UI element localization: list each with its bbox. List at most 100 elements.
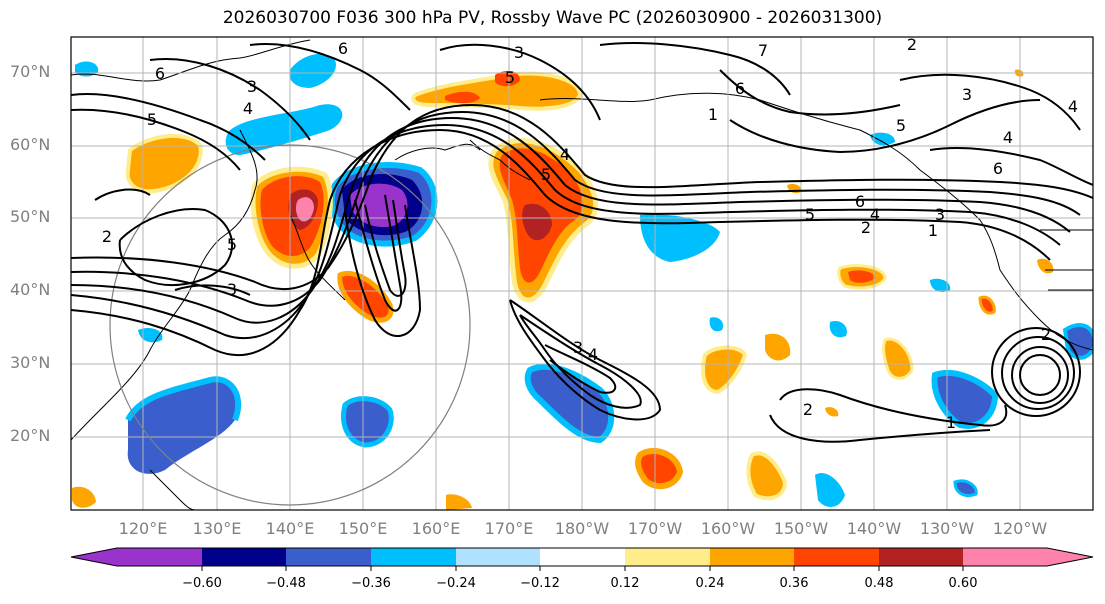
pv-contour-label: 3 <box>227 280 237 299</box>
anomaly-positive-sw-corner <box>72 486 96 508</box>
pv-contour-north-2 <box>71 108 241 171</box>
anomaly-positive-bering-north-core <box>445 91 480 104</box>
pv-contour-south-2 <box>769 414 991 443</box>
coast-kamchatka <box>394 143 481 161</box>
longitude-label: 150°E <box>338 519 388 538</box>
longitude-label: 130°E <box>192 519 242 538</box>
colorbar-segment <box>540 548 625 566</box>
pv-contour-cutoff-1 <box>509 299 662 421</box>
pv-contour-west <box>94 188 151 201</box>
colorbar-segment <box>794 548 879 566</box>
anomaly-negative-east-pacific <box>931 369 999 429</box>
colorbar-extend-low <box>71 548 117 566</box>
coast-north-america <box>539 92 1093 351</box>
colorbar-tick-label: −0.12 <box>520 576 560 591</box>
colorbar-tick-label: 0.36 <box>779 576 809 591</box>
pv-contour-label: 6 <box>855 192 865 211</box>
pv-contour-label: 5 <box>147 110 157 129</box>
anomaly-positive-central <box>701 345 748 395</box>
colorbar-tick-label: −0.24 <box>436 576 476 591</box>
pv-contour-trough-2 <box>364 199 407 297</box>
pv-contour-north-7 <box>719 69 901 116</box>
anomaly-negative-alaska <box>870 132 895 146</box>
anomaly-positive-south-edge <box>446 494 472 510</box>
longitude-label: 170°E <box>484 519 534 538</box>
anomaly-positive-california <box>978 295 996 315</box>
coast-korea-japan <box>289 214 346 301</box>
pv-contour-low-3 <box>1001 336 1075 410</box>
pv-contour-label: 2 <box>907 35 917 54</box>
pv-contour-label: 1 <box>946 413 956 432</box>
pv-contour-north-9 <box>899 73 1081 131</box>
pv-contour-label: 3 <box>573 338 583 357</box>
pv-contour-label-group: 6 6 3 7 2 6 3 5 4 3 5 4 5 5 2 3 1 6 5 4 … <box>102 35 1078 432</box>
pv-contour-label: 2 <box>861 218 871 237</box>
colorbar-segment <box>879 548 963 566</box>
anomaly-negative-okhotsk <box>225 104 343 155</box>
latitude-label: 30°N <box>10 353 51 372</box>
colorbar-ticks <box>201 566 964 571</box>
coastlines <box>71 39 1093 510</box>
colorbar-tick-label: 0.48 <box>864 576 894 591</box>
anomaly-positive-hawaii-south <box>634 448 684 490</box>
coast-asia-east <box>71 129 258 441</box>
pv-contour-band-3 <box>71 116 1071 324</box>
anomaly-positive-central-2 <box>765 333 791 361</box>
longitude-label: 140°E <box>265 519 315 538</box>
pv-contour-label: 6 <box>735 79 745 98</box>
anomaly-negative-tiny-2 <box>829 320 847 338</box>
map-title: 2026030700 F036 300 hPa PV, Rossby Wave … <box>222 8 883 28</box>
pv-contour-label: 6 <box>155 64 165 83</box>
pv-contour-label: 3 <box>935 205 945 224</box>
pv-contour-north-1 <box>71 93 266 161</box>
pv-contour-label: 1 <box>928 221 938 240</box>
latitude-label: 70°N <box>10 62 51 81</box>
pv-contour-label: 4 <box>870 205 880 224</box>
longitude-label: 140°W <box>846 519 902 538</box>
colorbar-segment <box>117 548 202 566</box>
pv-contour-label: 6 <box>993 159 1003 178</box>
pv-contour-north-6 <box>599 42 791 96</box>
pv-contour-north-4 <box>249 43 411 111</box>
pv-contour-label: 3 <box>247 77 257 96</box>
anomaly-positive-south <box>746 451 788 501</box>
pv-contour-band-2 <box>71 123 1061 340</box>
anomaly-negative-south <box>815 472 845 507</box>
colorbar-outline <box>70 547 1094 567</box>
pv-contour-label: 2 <box>803 400 813 419</box>
colorbar-extend-high <box>1047 548 1093 566</box>
coast-aleutians <box>469 139 531 181</box>
pv-contour-label: 3 <box>962 85 972 104</box>
anomaly-positive-mongolia <box>125 133 203 194</box>
longitude-label: 120°E <box>118 519 168 538</box>
pv-contour-label: 4 <box>243 99 253 118</box>
colorbar-tick-label: 0.24 <box>695 576 725 591</box>
anomaly-positive-tiny-2 <box>825 407 839 417</box>
pv-contour-low-1 <box>1019 354 1061 396</box>
anomaly-negative-tiny-1 <box>709 317 724 332</box>
pv-contour-label: 5 <box>541 165 551 184</box>
colorbar-tick-label: −0.36 <box>351 576 391 591</box>
anomaly-negative-arctic <box>289 53 336 88</box>
anomaly-negative-coast <box>1062 323 1093 360</box>
anomaly-negative-gulf-alaska-s <box>640 214 720 262</box>
pv-contour-north-5 <box>439 43 601 121</box>
anomaly-positive-manchuria-peak <box>295 197 314 222</box>
anomaly-negative-small <box>953 479 978 497</box>
latitude-label: 40°N <box>10 280 51 299</box>
colorbar <box>70 547 1094 571</box>
pv-contour-trough-1 <box>354 194 403 312</box>
pv-contour-label: 5 <box>505 68 515 87</box>
longitude-label: 130°W <box>919 519 975 538</box>
pv-contour-north-8 <box>729 99 1041 154</box>
pv-contour-label: 2 <box>102 227 112 246</box>
pv-contour-band-1 <box>71 128 1051 356</box>
pv-contour-cutoff-3 <box>544 344 617 394</box>
longitude-label: 160°W <box>700 519 756 538</box>
colorbar-segment <box>202 548 286 566</box>
reference-circle <box>109 144 471 506</box>
latitude-label: 50°N <box>10 207 51 226</box>
pv-contour-china-high <box>118 208 234 286</box>
anomaly-negative-nw-pacific <box>341 396 394 448</box>
colorbar-tick-label: 0.60 <box>948 576 978 591</box>
